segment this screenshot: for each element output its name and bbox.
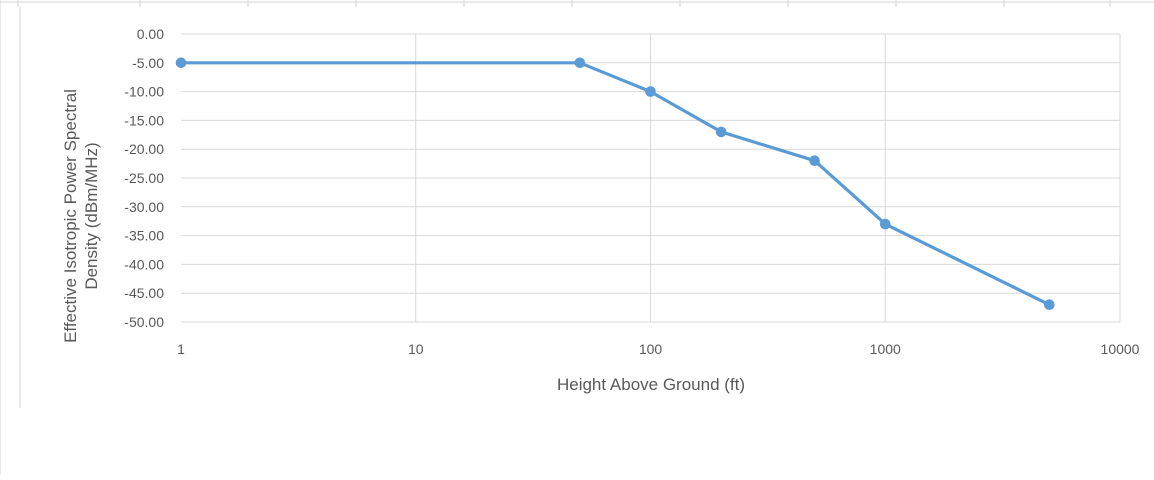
x-tick-label: 10 — [408, 341, 424, 357]
x-tick-label: 10000 — [1101, 341, 1140, 357]
data-point[interactable] — [809, 155, 820, 167]
y-tick-label: -50.00 — [124, 314, 164, 330]
x-tick-label: 1 — [177, 341, 185, 357]
y-tick-label: -40.00 — [124, 256, 164, 272]
x-tick-label: 100 — [639, 341, 663, 357]
data-point[interactable] — [1044, 299, 1055, 311]
y-tick-label: -10.00 — [124, 84, 164, 100]
y-tick-label: -45.00 — [124, 285, 164, 301]
y-tick-label: -30.00 — [124, 199, 164, 215]
y-axis-title-line-1: Effective Isotropic Power Spectral — [61, 89, 80, 343]
data-point[interactable] — [879, 218, 891, 230]
data-point[interactable] — [645, 86, 656, 97]
y-tick-label: -5.00 — [132, 55, 164, 71]
data-point[interactable] — [574, 57, 586, 69]
y-axis-title-line-2: Density (dBm/MHz) — [82, 142, 101, 289]
series-line — [179, 61, 1051, 307]
data-point[interactable] — [715, 126, 727, 138]
data-point[interactable] — [175, 57, 187, 69]
y-tick-label: -15.00 — [124, 112, 164, 128]
y-tick-label: -25.00 — [124, 170, 164, 186]
y-tick-label: -20.00 — [124, 141, 164, 157]
data-series — [175, 57, 1055, 311]
y-tick-label: 0.00 — [137, 26, 164, 42]
y-axis-ticks: 0.00 -5.00 -10.00 -15.00 -20.00 -25.00 -30.00 -… — [124, 26, 164, 330]
x-axis-title: Height Above Ground (ft) — [557, 375, 745, 394]
x-tick-label: 1000 — [870, 341, 901, 357]
gridlines — [181, 33, 1121, 323]
y-tick-label: -35.00 — [124, 228, 164, 244]
y-axis-title: Effective Isotropic Power Spectral Densi… — [61, 89, 101, 343]
x-axis-ticks: 1 10 100 1000 10000 — [177, 341, 1140, 357]
